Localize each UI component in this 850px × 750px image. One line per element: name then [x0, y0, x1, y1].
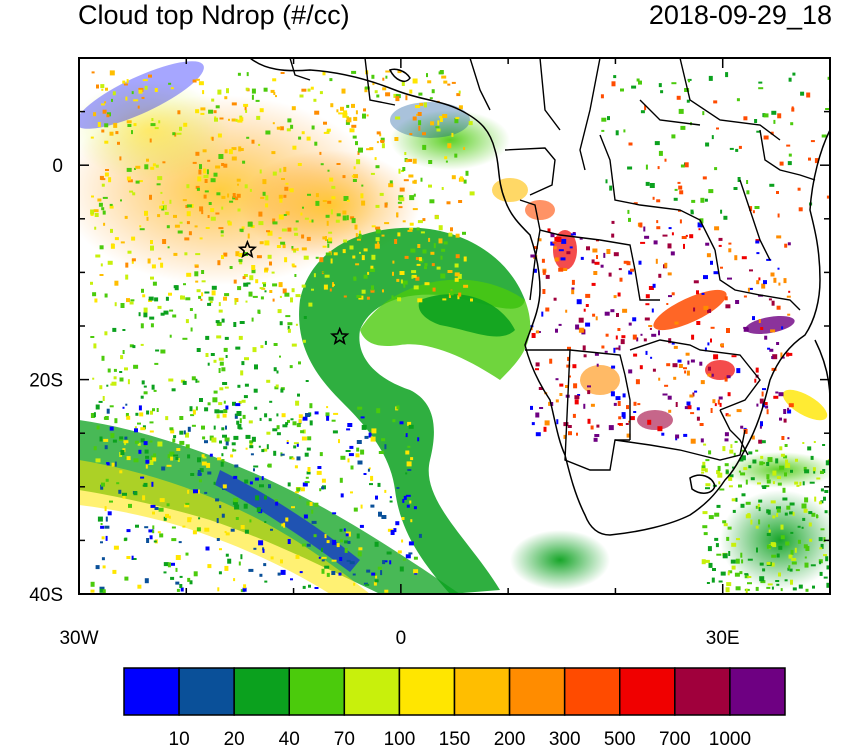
colorbar-box [343, 667, 401, 716]
colorbar-box [508, 667, 566, 716]
star-marker-center [330, 326, 350, 345]
colorbar-box [619, 667, 676, 716]
colorbar-box [178, 667, 235, 716]
colorbar-label: 500 [604, 729, 636, 750]
colorbar-label: 20 [224, 729, 245, 750]
map-title: Cloud top Ndrop (#/cc) [78, 0, 350, 30]
y-tick-label: 20S [29, 371, 63, 392]
country-borders [289, 58, 816, 471]
cloud-speckles [90, 70, 830, 594]
colorbar-label: 100 [384, 729, 416, 750]
x-tick-label: 30E [706, 628, 740, 649]
colorbar [123, 667, 786, 716]
colorbar-label: 1000 [709, 729, 751, 750]
colorbar-box [288, 667, 346, 716]
colorbar-box [233, 667, 291, 716]
colorbar-label: 300 [549, 729, 581, 750]
x-tick-label: 30W [59, 628, 98, 649]
colorbar-label: 10 [169, 729, 190, 750]
y-tick-label: 0 [52, 156, 63, 177]
y-tick-label: 40S [29, 585, 63, 606]
cloud-field [79, 61, 830, 594]
colorbar-box [398, 667, 456, 716]
star-marker-west [237, 239, 258, 259]
axis-tick-labels: 30W 0 30E 0 20S 40S [29, 156, 739, 649]
colorbar-labels: 10 20 40 70 100 150 200 300 500 700 1000 [169, 729, 752, 750]
colorbar-label: 200 [494, 729, 526, 750]
colorbar-box [123, 667, 180, 716]
colorbar-box [729, 667, 786, 716]
colorbar-box [674, 667, 731, 716]
x-tick-label: 0 [396, 628, 407, 649]
colorbar-label: 700 [659, 729, 691, 750]
colorbar-label: 70 [334, 729, 355, 750]
colorbar-label: 40 [279, 729, 300, 750]
map-timestamp: 2018-09-29_18 [648, 0, 832, 30]
colorbar-box [563, 667, 621, 716]
star-markers [237, 239, 350, 345]
colorbar-label: 150 [439, 729, 471, 750]
colorbar-box [453, 667, 511, 716]
axis-ticks [78, 57, 831, 595]
